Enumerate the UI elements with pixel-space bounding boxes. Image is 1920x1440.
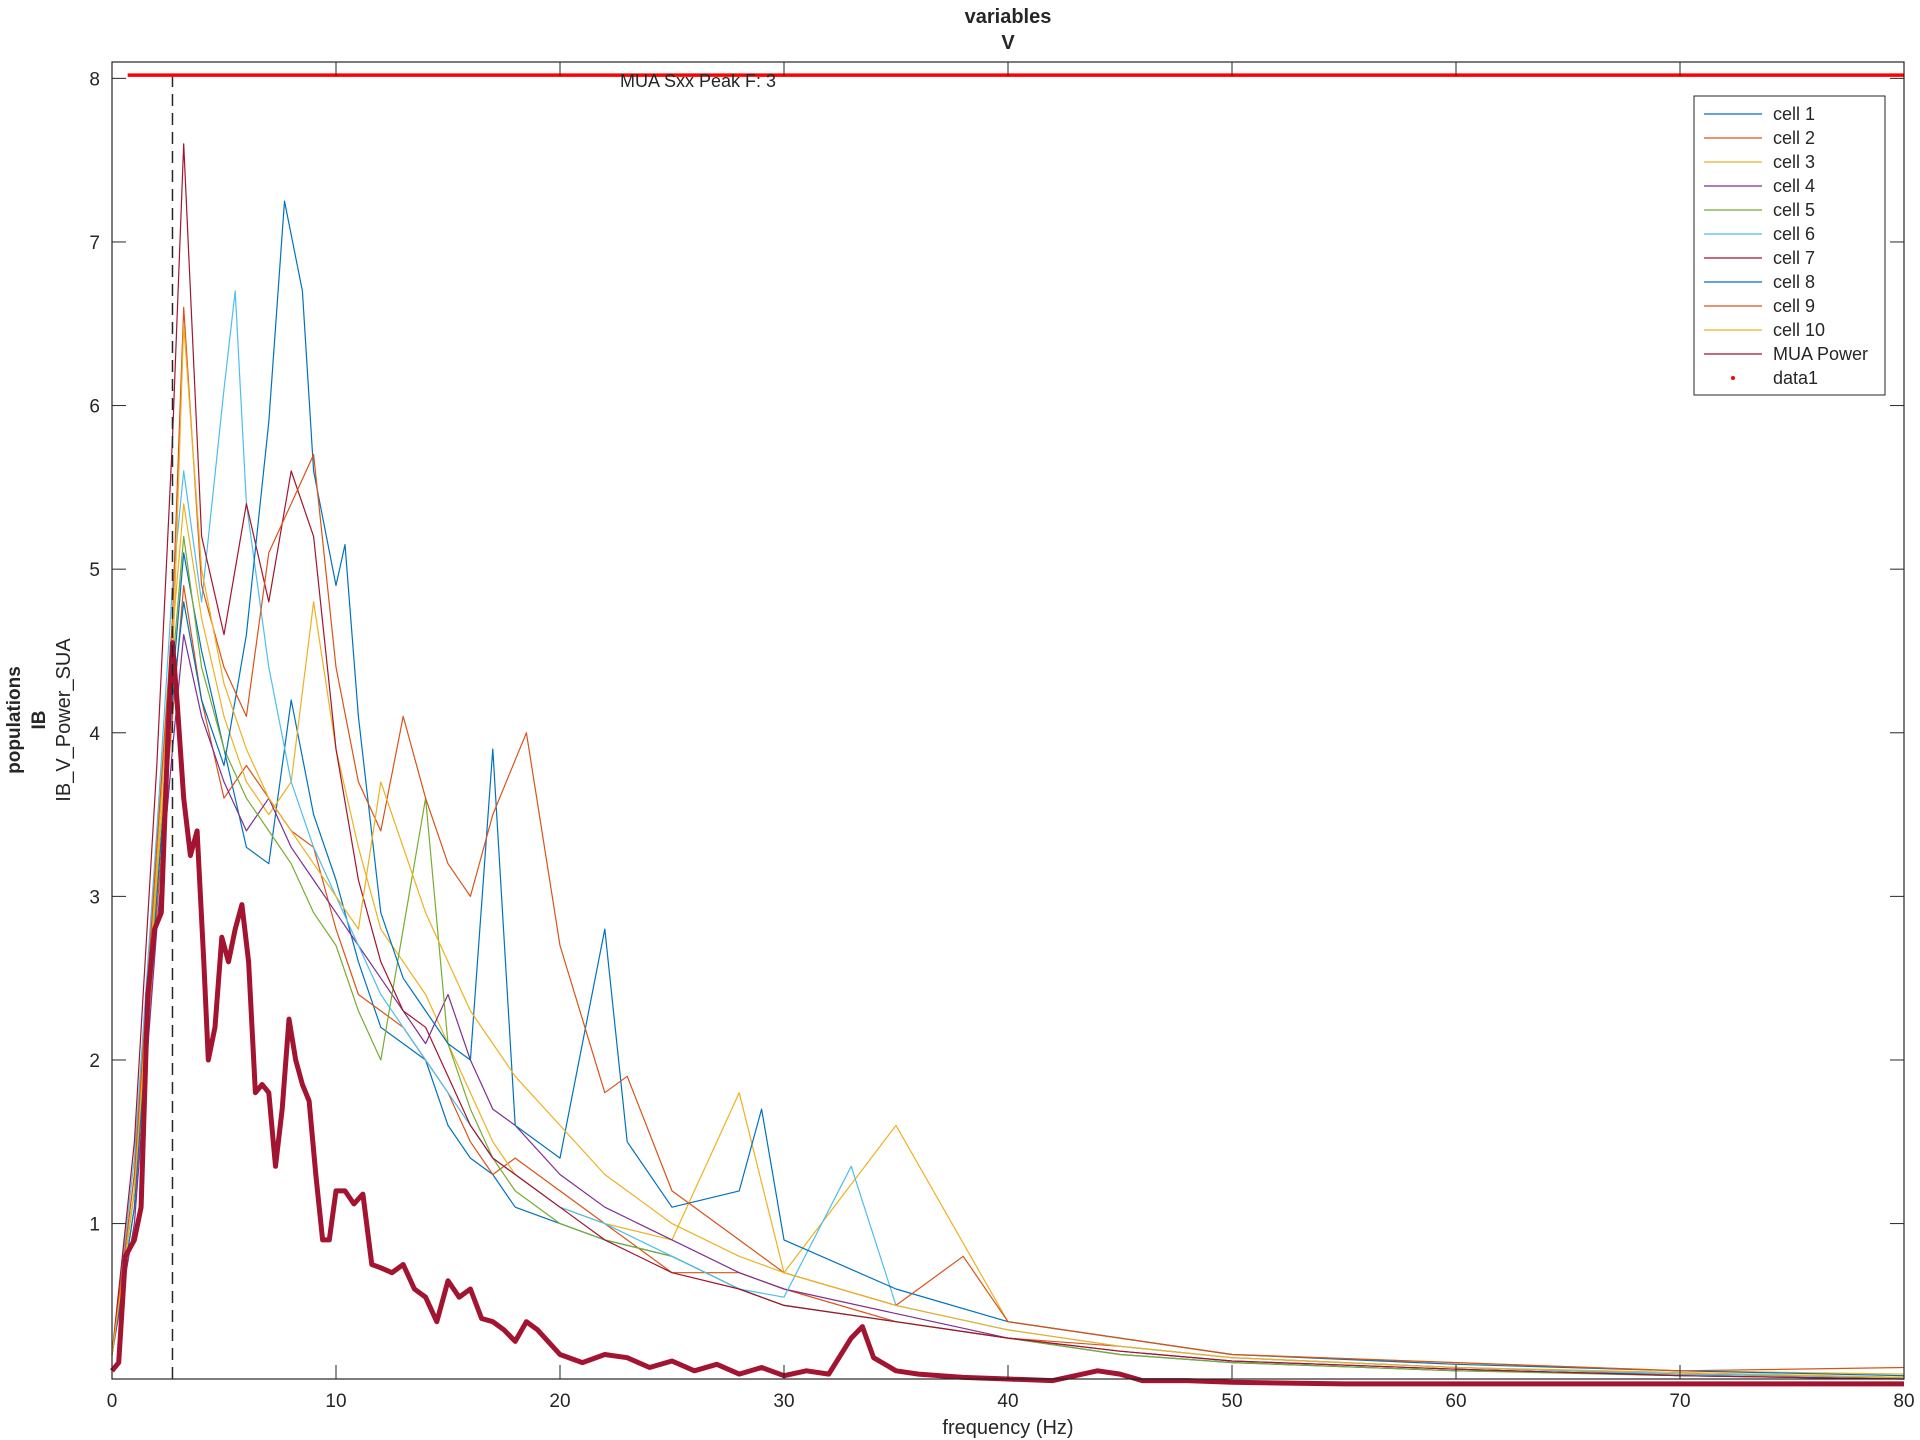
series-layer (110, 143, 1905, 1387)
x-tick-label: 40 (997, 1391, 1018, 1412)
x-axis-label: frequency (Hz) (942, 1417, 1073, 1439)
series-line-cell-7 (111, 143, 1905, 1380)
series-line-cell-8 (111, 200, 1905, 1377)
legend-label-mua-power: MUA Power (1773, 344, 1868, 364)
legend: cell 1 cell 2 cell 3 cell 4 cell 5 cell 6 cell… (1693, 95, 1886, 396)
y-axis-label-line-2: IB (29, 711, 50, 730)
overlay-layer (127, 73, 1904, 1379)
series-line-mua-power (110, 640, 1904, 1387)
x-tick-label: 20 (549, 1391, 570, 1412)
legend-label-cell-7: cell 7 (1773, 248, 1815, 268)
y-tick-label: 6 (89, 397, 100, 418)
legend-label-cell-2: cell 2 (1773, 128, 1815, 148)
x-tick-label: 70 (1669, 1391, 1690, 1412)
x-tick-label: 80 (1893, 1391, 1914, 1412)
legend-box (1693, 95, 1886, 396)
y-axis-label-line-1: populations (4, 666, 25, 774)
y-tick-label: 8 (89, 69, 100, 90)
x-tick-label: 0 (107, 1391, 118, 1412)
y-tick-label: 5 (89, 560, 100, 581)
x-tick-label: 30 (773, 1391, 794, 1412)
x-tick-label: 60 (1445, 1391, 1466, 1412)
y-tick-label: 7 (89, 233, 100, 254)
plot-background (112, 62, 1904, 1379)
legend-label-cell-9: cell 9 (1773, 296, 1815, 316)
peak-annotation: MUA Sxx Peak F: 3 (620, 71, 776, 91)
legend-label-cell-4: cell 4 (1773, 176, 1815, 196)
y-tick-label: 2 (89, 1051, 100, 1072)
y-axis-label-line-3: IB_V_Power_SUA (53, 638, 75, 802)
legend-label-cell-6: cell 6 (1773, 224, 1815, 244)
chart-title-line-1: variables (965, 6, 1052, 28)
y-tick-label: 3 (89, 887, 100, 908)
series-line-cell-10 (111, 323, 1905, 1378)
series-line-cell-4 (111, 634, 1905, 1380)
legend-swatch-data1 (1731, 376, 1735, 380)
legend-label-cell-3: cell 3 (1773, 152, 1815, 172)
x-tick-label: 10 (325, 1391, 346, 1412)
legend-label-cell-8: cell 8 (1773, 272, 1815, 292)
y-axis: 1 2 3 4 5 6 7 8 (89, 69, 1904, 1236)
y-tick-label: 4 (89, 724, 100, 745)
legend-label-cell-1: cell 1 (1773, 104, 1815, 124)
legend-label-cell-5: cell 5 (1773, 200, 1815, 220)
legend-label-cell-10: cell 10 (1773, 320, 1825, 340)
x-axis: 0 10 20 30 40 50 60 70 80 (107, 62, 1915, 1412)
y-tick-label: 1 (89, 1215, 100, 1236)
chart-title-line-2: V (1001, 32, 1015, 54)
x-tick-label: 50 (1221, 1391, 1242, 1412)
legend-label-data1: data1 (1773, 368, 1818, 388)
